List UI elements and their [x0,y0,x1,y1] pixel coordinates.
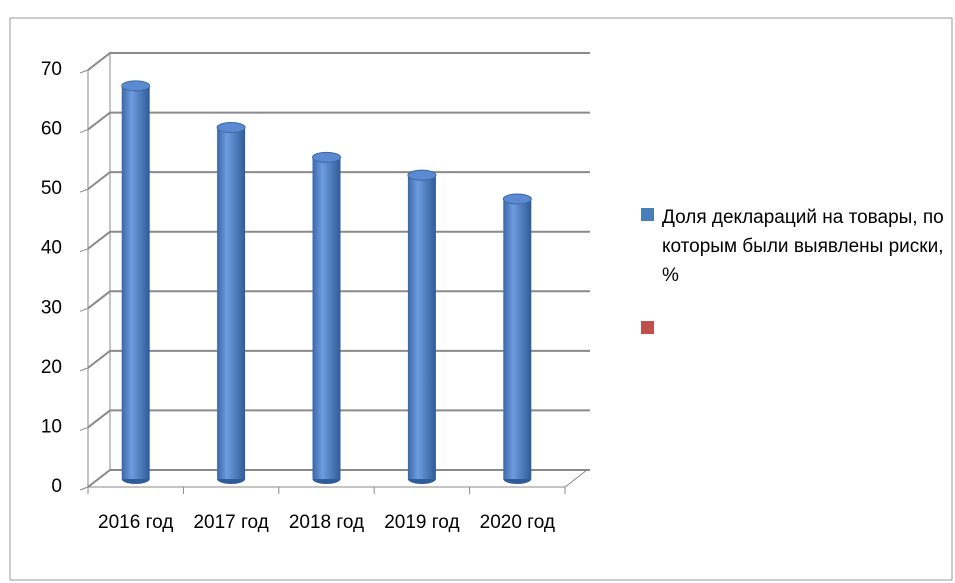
bar [121,85,150,479]
bar-top [121,80,151,92]
y-tick-label: 30 [41,297,62,318]
x-tick-label: 2019 год [384,512,460,533]
y-tick-label: 40 [41,238,62,259]
frame [9,17,953,581]
y-tick-label: 60 [41,119,62,140]
legend-swatch [641,208,654,221]
y-tick-label: 10 [41,416,62,437]
tick [79,426,89,431]
bar-top [312,151,341,163]
legend-label: Доля деклараций на товары, по которым бы… [662,207,944,286]
tick [79,188,89,193]
y-tick-label: 20 [41,357,62,378]
y-tick-label: 50 [41,178,62,199]
bar-top [502,193,532,205]
bar [407,175,436,479]
x-tick-label: 2020 год [479,512,555,533]
x-tick-label: 2016 год [98,512,174,533]
grid-line [87,111,590,131]
x-tick-label: 2018 год [288,512,365,533]
bar [217,127,246,480]
tick [79,69,89,74]
y-tick-label: 0 [51,476,62,497]
tick [79,248,89,253]
bar [312,157,341,480]
tick [79,486,89,491]
bar-top [407,169,437,181]
grid-line [87,52,590,71]
x-tick-label: 2017 год [193,512,269,533]
legend-swatch [641,321,654,334]
bar-top [216,122,246,134]
bar [503,199,532,479]
y-tick-label: 70 [41,59,62,80]
tick [79,307,89,312]
tick [79,367,89,372]
tick [79,129,89,134]
